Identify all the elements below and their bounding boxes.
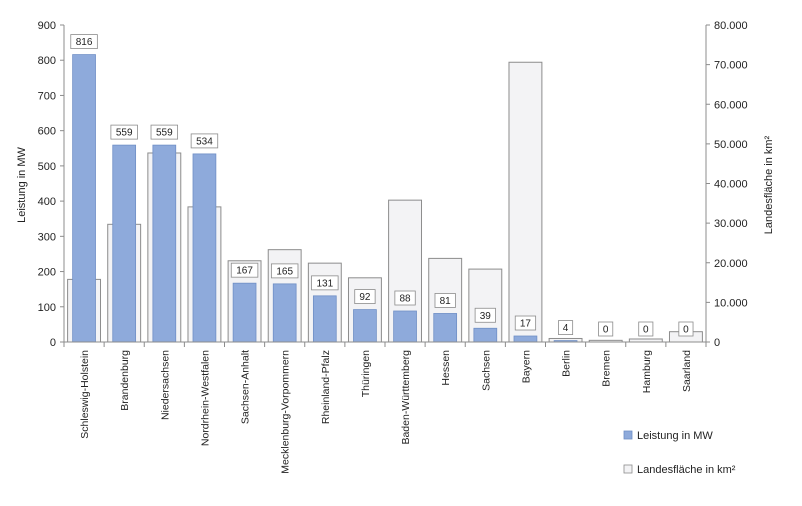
power-bar [152,144,177,343]
category-label: Mecklenburg-Vorpommern [280,350,292,474]
left-axis-ticks: 0 100 200 300 400 500 600 700 800 900 [38,20,64,349]
category-label: Hessen [440,350,452,386]
data-label: 559 [156,128,173,139]
category-label: Sachsen [480,350,492,391]
left-tick-label: 800 [38,55,56,67]
category-label: Bayern [520,350,532,383]
power-bar [312,295,337,343]
data-label-box [70,34,98,49]
right-tick-label: 60.000 [714,99,748,111]
right-axis-title: Landesfläche in km² [763,135,775,234]
data-label-box [150,124,179,140]
right-tick-label: 70.000 [714,60,748,72]
data-label-box [514,315,537,331]
power-bar [513,335,538,343]
legend-swatch-power [623,430,633,440]
data-label: 534 [196,136,213,147]
power-bars [72,54,578,343]
data-labels: 816 559 559 534 167 165 131 92 88 81 39 17 4 0 0 0 [70,34,694,337]
data-label: 816 [76,37,93,48]
legend: Leistung in MW Landesfläche in km² [623,430,736,476]
data-label: 92 [359,292,371,303]
power-bar [473,327,498,343]
power-bar [353,309,377,343]
left-tick-label: 500 [38,161,56,173]
legend-label-power: Leistung in MW [637,430,713,442]
category-label: Niedersachsen [159,350,171,420]
data-label: 39 [480,311,492,322]
power-bar [272,283,297,343]
data-label: 0 [643,325,649,336]
left-tick-label: 300 [38,231,56,243]
category-label: Berlin [561,350,573,377]
data-label-box [638,321,654,337]
area-bar [508,61,543,343]
data-label-box [474,307,496,323]
category-labels: Schleswig-Holstein Brandenburg Niedersachs… [79,350,693,474]
left-tick-label: 0 [50,337,56,349]
data-label-box [270,263,299,279]
category-label: Hamburg [641,350,653,393]
power-bar [393,310,417,343]
power-bar [72,54,96,343]
right-tick-label: 80.000 [714,20,748,32]
data-label-box [311,275,339,291]
data-label: 0 [603,325,609,336]
left-tick-label: 400 [38,196,56,208]
category-label: Brandenburg [119,350,131,411]
data-label: 17 [520,319,532,330]
category-label: Sachsen-Anhalt [240,350,252,424]
data-label-box [394,290,416,306]
category-label: Saarland [681,350,693,392]
right-tick-label: 10.000 [714,297,748,309]
left-tick-label: 600 [38,126,56,138]
legend-swatch-area [623,464,633,474]
left-axis-title: Leistung in MW [16,146,28,222]
data-label-box [230,262,259,278]
category-label: Rheinland-Pfalz [320,350,332,424]
power-bar [232,282,257,343]
right-axis-ticks: 0 10.000 20.000 30.000 40.000 50.000 60.000 70.… [706,20,748,349]
data-label: 167 [236,266,253,277]
category-label: Schleswig-Holstein [79,350,91,439]
right-tick-label: 50.000 [714,139,748,151]
data-label: 88 [400,294,412,305]
left-tick-label: 200 [38,267,56,279]
data-label: 559 [116,128,133,139]
legend-label-area: Landesfläche in km² [637,464,736,476]
data-label-box [190,133,219,149]
data-label: 4 [563,323,569,334]
power-bar [433,313,458,343]
right-tick-label: 30.000 [714,218,748,230]
power-bar [192,153,217,343]
data-label-box [558,320,574,335]
power-bar [112,144,137,343]
category-label: Baden-Württemberg [400,350,412,445]
data-label-box [678,321,694,337]
data-label-box [110,124,138,140]
left-tick-label: 900 [38,20,56,32]
category-label: Bremen [601,350,613,387]
data-label: 131 [316,278,333,289]
right-tick-label: 0 [714,337,720,349]
left-tick-label: 100 [38,302,56,314]
category-label: Nordrhein-Westfalen [199,350,211,446]
right-tick-label: 20.000 [714,258,748,270]
data-label: 81 [440,296,452,307]
category-label: Thüringen [360,350,372,397]
data-label-box [598,321,614,337]
data-label-box [434,293,456,308]
data-label-box [354,289,376,304]
data-label: 165 [276,266,293,277]
data-label: 0 [683,325,689,336]
right-tick-label: 40.000 [714,179,748,191]
left-tick-label: 700 [38,90,56,102]
